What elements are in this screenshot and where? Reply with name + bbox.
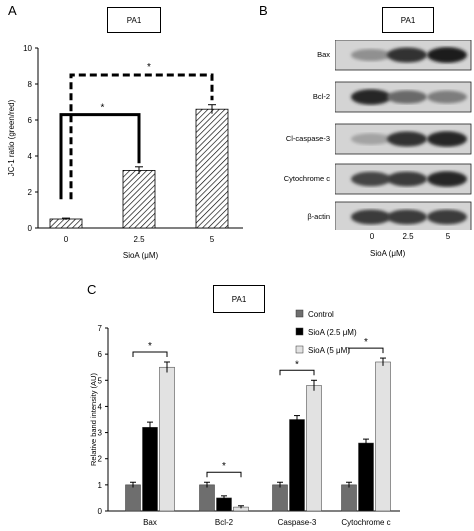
- blot-band: [387, 171, 427, 187]
- chart-c-title: PA1: [213, 285, 265, 313]
- significance-bracket-solid: [59, 113, 141, 200]
- x-axis-label: SioA (μM): [123, 251, 159, 260]
- blot-lane-label: 5: [445, 232, 451, 241]
- significance-bracket: [279, 369, 315, 376]
- y-tick-label: 8: [28, 80, 33, 89]
- bar: [159, 366, 175, 512]
- y-axis-label: JC-1 ratio (green/red): [7, 99, 16, 176]
- y-tick-label: 6: [28, 116, 33, 125]
- blot-band: [427, 171, 467, 187]
- significance-star: *: [148, 341, 152, 352]
- y-tick-label: 6: [98, 350, 103, 359]
- y-tick-label: 4: [28, 152, 33, 161]
- blot-row-label: Bcl-2: [312, 92, 330, 101]
- y-tick-label: 0: [98, 507, 103, 516]
- y-tick-label: 5: [98, 376, 103, 385]
- y-tick-label: 2: [28, 188, 33, 197]
- blot-band: [387, 47, 427, 63]
- significance-bracket: [206, 471, 242, 478]
- significance-star: *: [364, 337, 368, 348]
- x-tick-label: 5: [210, 235, 215, 244]
- y-tick-label: 4: [98, 402, 103, 411]
- y-tick-label: 0: [28, 224, 33, 233]
- bar: [122, 169, 156, 229]
- y-tick-label: 2: [98, 455, 103, 464]
- significance-star: *: [147, 62, 151, 73]
- x-tick-label: 0: [64, 235, 69, 244]
- legend-label: Control: [308, 310, 334, 319]
- blot-band: [351, 133, 391, 145]
- blot-row-label: Cytochrome c: [283, 174, 330, 183]
- blot-band: [427, 90, 467, 104]
- blot-band: [387, 131, 427, 147]
- bar: [125, 484, 141, 512]
- blot-band: [427, 131, 467, 147]
- y-tick-label: 3: [98, 429, 103, 438]
- y-axis-label: Relative band intensity (AU): [89, 373, 98, 466]
- legend-swatch: [295, 327, 304, 336]
- x-tick-label: Bax: [143, 518, 157, 527]
- blot-band: [351, 89, 391, 105]
- bar: [49, 218, 83, 229]
- jc1-ratio-chart: 0 2 4 6 8 10 0 2.5 5 * * JC-1 ratio (green/red) SioA…: [7, 44, 243, 260]
- blot-title: PA1: [382, 7, 434, 33]
- band-intensity-chart: 0 1 2 3 4 5 6 7 * Bax * Bcl-2 * Caspase-3 * Cytochrome …: [89, 309, 400, 527]
- panel-letter-b: B: [259, 3, 268, 18]
- x-tick-label: Cytochrome c: [341, 518, 390, 527]
- bar: [306, 385, 322, 512]
- significance-star: *: [295, 359, 299, 370]
- blot-row-label: β-actin: [307, 212, 330, 221]
- bar: [375, 361, 391, 512]
- bar: [142, 427, 158, 512]
- panel-letter-c: C: [87, 282, 97, 297]
- legend-label: SioA (5 μM): [308, 346, 350, 355]
- blot-band: [351, 171, 391, 187]
- y-tick-label: 10: [23, 44, 32, 53]
- blot-band: [351, 48, 391, 62]
- blot-band: [387, 90, 427, 104]
- bar: [195, 108, 229, 229]
- x-tick-label: Caspase-3: [278, 518, 317, 527]
- y-tick-label: 1: [98, 481, 103, 490]
- significance-bracket-dashed: [69, 73, 214, 200]
- blot-band: [387, 209, 427, 225]
- y-tick-label: 7: [98, 324, 103, 333]
- bar: [272, 484, 288, 512]
- significance-bracket: [348, 347, 384, 354]
- legend-swatch: [295, 309, 304, 318]
- blot-lane-label: 2.5: [402, 232, 414, 241]
- blot-row-label: Bax: [317, 50, 330, 59]
- panel-letter-a: A: [8, 3, 17, 18]
- bar: [358, 442, 374, 512]
- bar: [199, 484, 215, 512]
- blot-row-label: Cl-caspase-3: [285, 134, 330, 143]
- bar: [289, 419, 305, 512]
- blot-band: [351, 209, 391, 225]
- significance-star: *: [101, 103, 105, 114]
- significance-star: *: [222, 461, 226, 472]
- western-blot-image: [335, 40, 472, 230]
- blot-band: [427, 47, 467, 63]
- x-tick-label: 2.5: [133, 235, 145, 244]
- blot-xlabel: SioA (μM): [370, 249, 406, 258]
- significance-bracket: [132, 351, 168, 357]
- legend-label: SioA (2.5 μM): [308, 328, 357, 337]
- legend-swatch: [295, 345, 304, 354]
- x-tick-label: Bcl-2: [215, 518, 234, 527]
- bar: [341, 484, 357, 512]
- blot-lane-label: 0: [369, 232, 375, 241]
- chart-a-title: PA1: [107, 7, 161, 33]
- blot-band: [427, 209, 467, 225]
